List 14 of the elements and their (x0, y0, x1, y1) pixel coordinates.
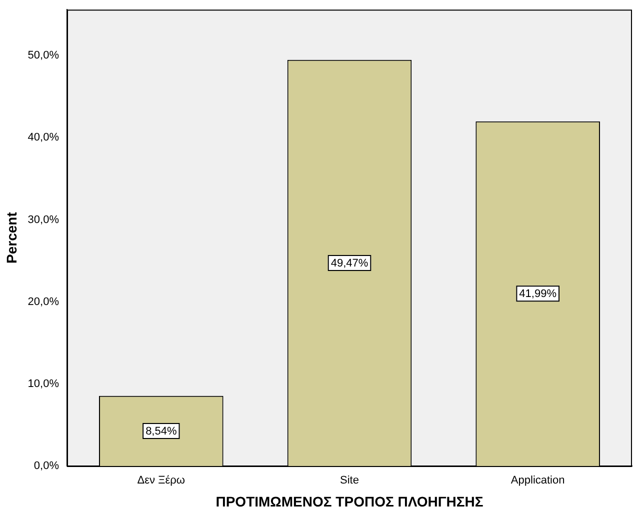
y-tick-label: 30,0% (28, 214, 60, 226)
data-label: 49,47% (330, 257, 368, 270)
data-label: 8,54% (146, 425, 177, 438)
y-tick-label: 20,0% (28, 296, 60, 308)
y-tick-label: 10,0% (28, 378, 60, 390)
x-tick-label: Δεν Ξέρω (137, 474, 186, 487)
x-tick-label: Application (510, 474, 565, 487)
y-tick-label: 50,0% (28, 50, 60, 62)
data-label: 41,99% (519, 288, 557, 300)
y-axis-title: Percent (3, 212, 20, 264)
x-tick-label: Site (340, 474, 359, 487)
x-axis-title: ΠΡΟΤΙΜΩΜΕΝΟΣ ΤΡΟΠΟΣ ΠΛΟΗΓΗΣΗΣ (216, 493, 484, 510)
y-tick-label: 40,0% (28, 132, 60, 144)
y-tick-label: 0,0% (34, 460, 60, 472)
